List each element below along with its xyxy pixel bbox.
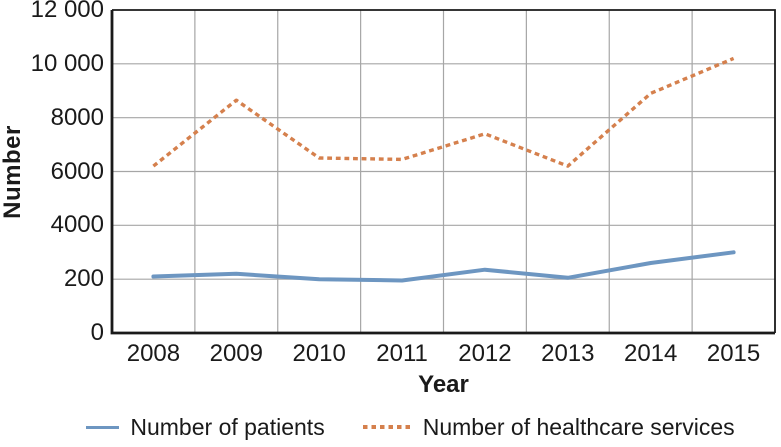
y-tick-label: 0 [90, 319, 104, 346]
x-tick-label: 2008 [126, 340, 181, 367]
legend-label-services: Number of healthcare services [422, 413, 735, 440]
y-tick-label: 8000 [50, 103, 104, 131]
x-tick-label: 2010 [292, 340, 346, 367]
patients-line-swatch [86, 425, 120, 429]
y-tick-label: 200 [63, 265, 104, 293]
y-tick-label: 4000 [50, 211, 104, 239]
x-tick-label: 2014 [623, 340, 678, 367]
x-tick-label: 2009 [209, 340, 263, 367]
legend-label-patients: Number of patients [130, 413, 325, 440]
x-tick-label: 2011 [376, 340, 428, 367]
legend: Number of patients Number of healthcare … [40, 411, 781, 443]
x-tick-label: 2012 [458, 340, 512, 367]
services-line [152, 56, 735, 168]
legend-item-services: Number of healthcare services [362, 413, 735, 441]
patients-line [151, 250, 736, 283]
y-tick-label: 12 000 [30, 0, 104, 23]
legend-item-patients: Number of patients [86, 413, 325, 441]
y-tick-label: 10 000 [30, 49, 104, 77]
x-tick-label: 2015 [706, 340, 761, 367]
plot-frame [112, 9, 776, 333]
axis-lines [110, 10, 775, 335]
x-axis-title: Year [418, 371, 469, 398]
y-tick-label: 6000 [50, 157, 104, 185]
x-tick-label: 2013 [541, 340, 595, 367]
services-line-swatch [362, 425, 412, 429]
